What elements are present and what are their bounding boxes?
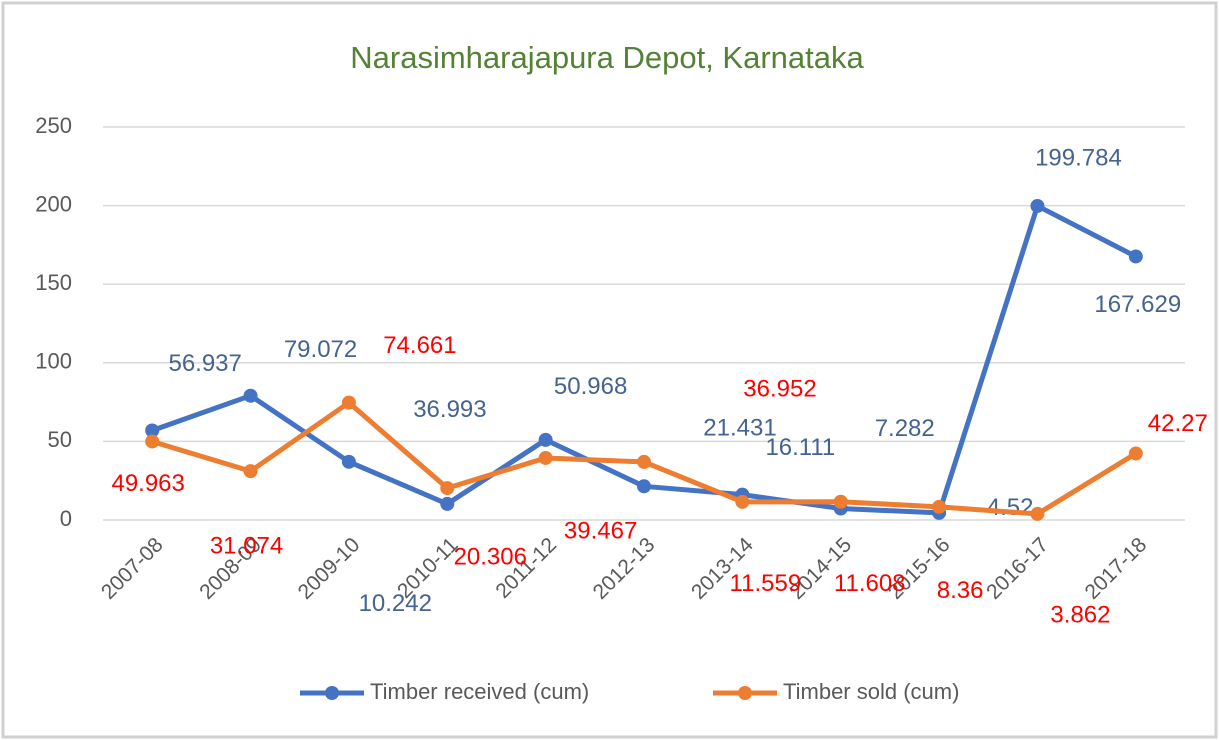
data-label: 74.661 (383, 332, 456, 359)
point-marker (440, 496, 455, 511)
data-label: 36.952 (743, 375, 816, 402)
data-label: 7.282 (875, 415, 935, 442)
data-label: 56.937 (168, 350, 241, 377)
data-label: 50.968 (554, 373, 627, 400)
y-tick-label: 150 (35, 270, 72, 295)
data-label: 3.862 (1050, 601, 1110, 628)
data-label: 199.784 (1035, 144, 1122, 171)
data-label: 31.074 (210, 532, 283, 559)
legend-label: Timber sold (cum) (783, 679, 959, 704)
point-marker (243, 388, 258, 403)
data-label: 167.629 (1094, 291, 1181, 318)
data-label: 8.36 (937, 577, 984, 604)
point-marker (145, 434, 160, 449)
point-marker (538, 432, 553, 447)
data-label: 39.467 (564, 517, 637, 544)
point-marker (1128, 249, 1143, 264)
data-label: 16.111 (765, 434, 835, 461)
y-tick-label: 50 (48, 427, 72, 452)
point-marker (243, 464, 258, 479)
legend-label: Timber received (cum) (370, 679, 589, 704)
legend-marker (325, 686, 339, 700)
y-tick-label: 250 (35, 113, 72, 138)
point-marker (341, 395, 356, 410)
point-marker (145, 423, 160, 438)
point-marker (440, 481, 455, 496)
point-marker (637, 479, 651, 494)
point-marker (1128, 446, 1143, 461)
y-tick-label: 100 (35, 349, 72, 374)
data-label: 11.559 (730, 570, 802, 597)
data-label: 10.242 (359, 590, 432, 617)
point-marker (1030, 198, 1045, 213)
chart-title: Narasimharajapura Depot, Karnataka (350, 40, 864, 75)
data-label: 79.072 (284, 336, 357, 363)
point-marker (833, 494, 848, 509)
data-label: 11.608 (834, 570, 906, 597)
point-marker (538, 450, 553, 465)
data-label: 4.52 (987, 494, 1034, 521)
data-label: 21.431 (703, 415, 776, 442)
y-tick-label: 200 (35, 191, 72, 216)
data-label: 42.27 (1148, 410, 1208, 437)
point-marker (637, 454, 651, 469)
point-marker (1030, 506, 1045, 521)
point-marker (341, 454, 356, 469)
point-marker (932, 499, 947, 514)
data-label: 49.963 (111, 470, 184, 497)
y-tick-label: 0 (60, 506, 72, 531)
point-marker (735, 494, 750, 509)
legend-marker (738, 686, 752, 700)
data-label: 36.993 (413, 396, 486, 423)
data-label: 20.306 (454, 543, 527, 570)
